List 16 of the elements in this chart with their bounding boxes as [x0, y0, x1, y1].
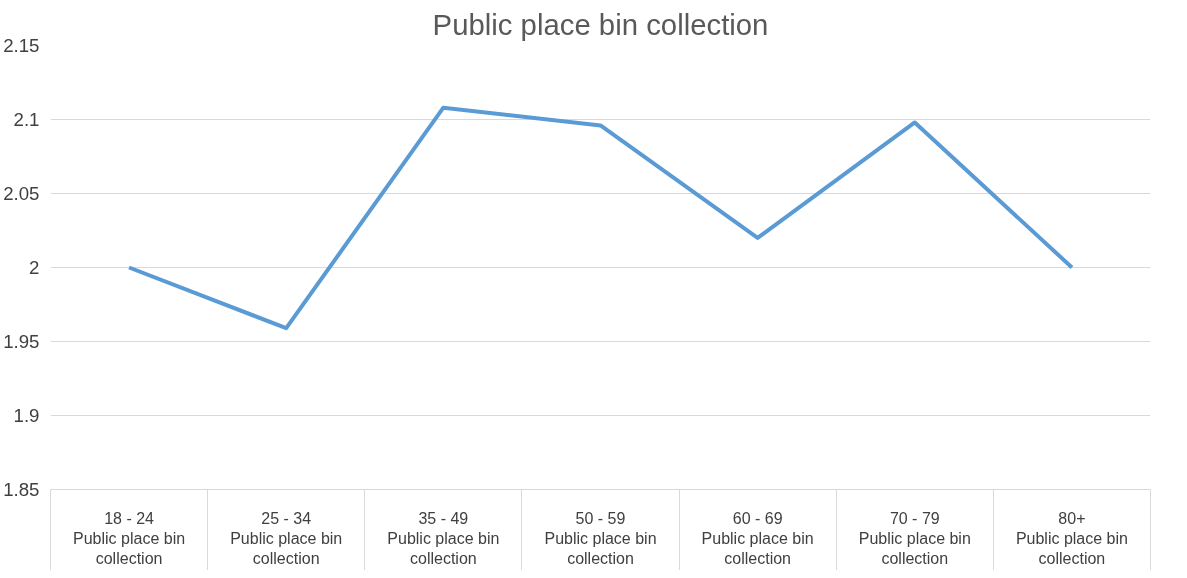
chart-title: Public place bin collection [432, 7, 769, 41]
y-tick-label: 1.95 [3, 331, 40, 352]
x-tick-label: 50 - 59 Public place bin collection [544, 509, 657, 568]
x-tick-label: 70 - 79 Public place bin collection [858, 509, 971, 568]
x-tick-label: 60 - 69 Public place bin collection [701, 509, 814, 568]
y-tick-label: 1.85 [3, 479, 40, 500]
y-tick-label: 2.1 [13, 109, 40, 130]
line-series [127, 105, 1074, 331]
x-tick-label: 18 - 24 Public place bin collection [73, 509, 186, 568]
y-tick-label: 2 [29, 257, 40, 278]
y-tick-label: 2.05 [3, 183, 40, 204]
y-tick-label: 1.9 [13, 405, 40, 426]
y-tick-label: 2.15 [3, 35, 40, 56]
x-tick-label: 25 - 34 Public place bin collection [230, 509, 343, 568]
x-tick-label: 35 - 49 Public place bin collection [387, 509, 500, 568]
x-tick-label: 80+ Public place bin collection [1015, 509, 1128, 568]
